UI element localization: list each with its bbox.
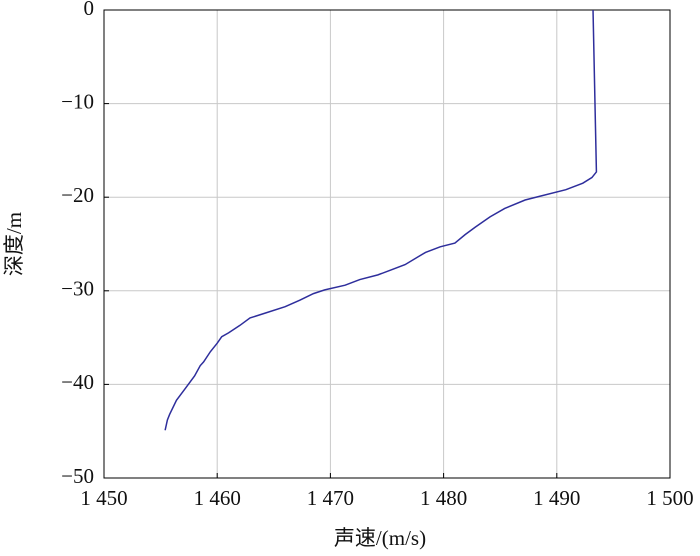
plot-frame <box>103 9 671 479</box>
y-tick-label: −20 <box>61 183 94 207</box>
x-tick-label: 1 480 <box>420 486 467 510</box>
x-axis-label: 声速/(m/s) <box>334 526 426 550</box>
y-tick-label: −30 <box>61 277 94 301</box>
y-tick-label: −10 <box>61 89 94 113</box>
x-tick-label: 1 460 <box>194 486 241 510</box>
x-tick-label: 1 490 <box>533 486 580 510</box>
y-tick-label: −50 <box>61 464 94 488</box>
line <box>164 9 598 431</box>
y-tick-label: 0 <box>84 0 95 20</box>
y-axis-label: 深度/m <box>2 212 26 276</box>
x-tick-label: 1 470 <box>307 486 354 510</box>
y-tick-label: −40 <box>61 370 94 394</box>
x-tick-label: 1 450 <box>80 486 127 510</box>
x-tick-label: 1 500 <box>646 486 693 510</box>
